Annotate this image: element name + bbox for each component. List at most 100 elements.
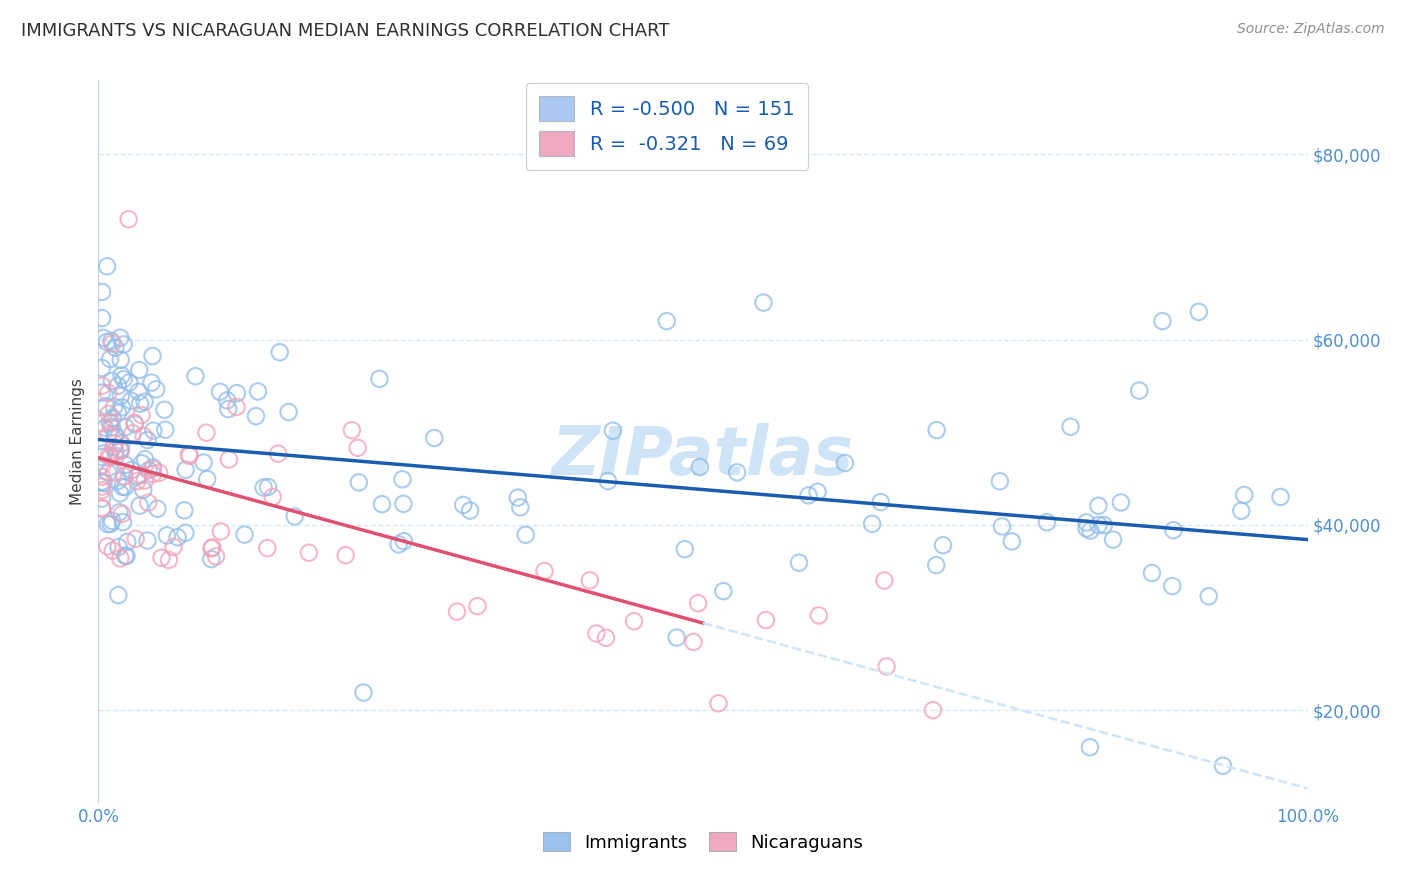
Point	[467, 599, 489, 613]
Point	[256, 541, 278, 555]
Legend: Immigrants, Nicaraguans: Immigrants, Nicaraguans	[536, 824, 870, 859]
Point	[423, 431, 446, 445]
Point	[506, 491, 529, 505]
Point	[91, 361, 114, 376]
Point	[112, 469, 135, 483]
Point	[91, 378, 114, 392]
Point	[128, 468, 150, 483]
Point	[98, 351, 121, 366]
Point	[1230, 504, 1253, 518]
Point	[1076, 521, 1098, 535]
Point	[1233, 488, 1256, 502]
Point	[1128, 384, 1150, 398]
Point	[665, 631, 688, 645]
Point	[932, 538, 955, 552]
Point	[298, 546, 321, 560]
Point	[707, 696, 730, 710]
Point	[103, 400, 125, 414]
Point	[97, 517, 120, 532]
Point	[205, 549, 228, 564]
Point	[91, 311, 114, 326]
Point	[104, 443, 127, 458]
Point	[131, 456, 153, 470]
Point	[208, 384, 231, 399]
Point	[142, 424, 165, 438]
Point	[103, 465, 125, 479]
Point	[585, 626, 607, 640]
Point	[446, 605, 468, 619]
Point	[107, 540, 129, 554]
Point	[91, 450, 114, 464]
Point	[284, 509, 307, 524]
Point	[91, 501, 114, 516]
Point	[124, 532, 146, 546]
Point	[96, 539, 118, 553]
Point	[97, 407, 120, 421]
Point	[91, 458, 114, 473]
Point	[596, 474, 619, 488]
Point	[127, 474, 149, 488]
Point	[124, 417, 146, 432]
Point	[925, 558, 948, 573]
Point	[1001, 534, 1024, 549]
Point	[174, 463, 197, 477]
Point	[797, 488, 820, 502]
Point	[246, 384, 269, 399]
Point	[128, 384, 150, 399]
Point	[100, 334, 122, 348]
Y-axis label: Median Earnings: Median Earnings	[69, 378, 84, 505]
Point	[110, 551, 132, 566]
Point	[153, 402, 176, 417]
Point	[142, 467, 165, 481]
Point	[1036, 515, 1059, 529]
Point	[128, 499, 150, 513]
Point	[335, 548, 357, 562]
Point	[93, 331, 115, 345]
Point	[98, 416, 121, 430]
Point	[166, 530, 188, 544]
Point	[515, 527, 537, 541]
Point	[101, 411, 124, 425]
Point	[755, 613, 778, 627]
Point	[200, 541, 222, 556]
Point	[925, 423, 948, 437]
Point	[138, 463, 160, 477]
Point	[209, 524, 232, 539]
Point	[991, 519, 1014, 533]
Point	[91, 483, 114, 498]
Point	[262, 490, 284, 504]
Point	[218, 452, 240, 467]
Point	[110, 331, 132, 345]
Point	[110, 444, 132, 458]
Point	[195, 425, 218, 440]
Point	[173, 503, 195, 517]
Point	[860, 516, 883, 531]
Point	[267, 447, 290, 461]
Point	[141, 349, 163, 363]
Point	[104, 449, 127, 463]
Point	[101, 514, 124, 528]
Point	[252, 481, 274, 495]
Point	[458, 503, 481, 517]
Point	[752, 295, 775, 310]
Point	[94, 421, 117, 435]
Point	[112, 337, 135, 351]
Point	[1109, 495, 1132, 509]
Point	[91, 475, 114, 489]
Point	[156, 528, 179, 542]
Point	[97, 466, 120, 480]
Point	[121, 463, 143, 477]
Point	[127, 469, 149, 483]
Point	[91, 416, 114, 430]
Point	[91, 501, 114, 516]
Point	[340, 423, 363, 437]
Point	[118, 212, 141, 227]
Point	[107, 588, 129, 602]
Point	[136, 495, 159, 509]
Point	[1198, 589, 1220, 603]
Point	[111, 480, 134, 494]
Point	[1087, 499, 1109, 513]
Point	[806, 484, 828, 499]
Point	[368, 372, 391, 386]
Point	[162, 540, 184, 554]
